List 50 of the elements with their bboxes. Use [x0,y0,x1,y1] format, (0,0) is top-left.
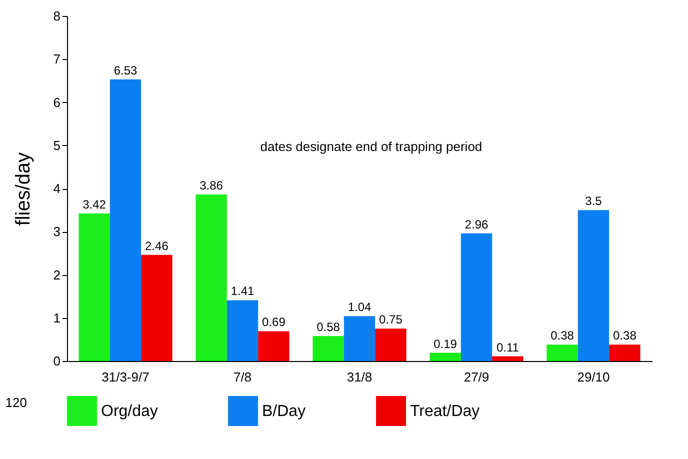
y-tick-label: 5 [53,138,60,153]
legend-label: B/Day [262,403,306,420]
bar [609,344,640,361]
data-label: 2.96 [464,217,488,232]
bar [312,336,344,361]
data-label: 0.19 [434,336,458,351]
data-label: 3.42 [82,198,106,212]
data-label: 3.86 [200,178,224,193]
y-tick-label: 2 [53,267,60,282]
x-tick-label: 7/8 [233,370,252,384]
data-label: 2.46 [145,238,169,253]
data-label: 0.38 [550,328,574,343]
annotation: dates designate end of trapping period [260,139,482,154]
y-tick-label: 8 [53,8,60,24]
data-label: 1.04 [348,300,372,314]
data-label: 0.75 [379,312,403,327]
data-label: 0.11 [496,340,520,354]
bar [430,352,461,361]
bar [258,331,290,361]
bar [344,316,376,361]
x-tick-label: 31/3-9/7 [102,370,150,384]
y-tick-label: 6 [53,94,60,110]
bar [492,356,524,361]
bar [141,254,172,361]
x-tick-label: 29/10 [577,370,610,384]
bar [375,328,406,361]
data-label: 6.53 [114,63,138,78]
bar [78,214,110,361]
x-tick-label: 31/8 [346,370,372,384]
x-tick-label: 27/9 [464,370,490,384]
legend-label: Treat/Day [410,403,480,420]
text: 120 [5,395,27,410]
bar [578,210,610,361]
y-axis-title: flies/day [12,152,34,226]
bar [460,233,492,361]
bar [196,194,227,361]
data-label: 0.58 [316,320,340,334]
y-tick-label: 3 [53,224,60,240]
bar [110,79,142,361]
y-tick-label: 1 [53,310,60,326]
y-tick-label: 0 [53,354,60,368]
data-label: 0.69 [262,315,286,330]
bar [546,344,578,361]
data-label: 3.5 [585,194,602,208]
legend-label: Org/day [101,403,158,420]
y-tick-label: 7 [53,52,60,67]
data-label: 0.38 [613,328,637,343]
y-tick-label: 4 [53,181,60,196]
bar [226,300,258,361]
data-label: 1.41 [230,284,254,298]
